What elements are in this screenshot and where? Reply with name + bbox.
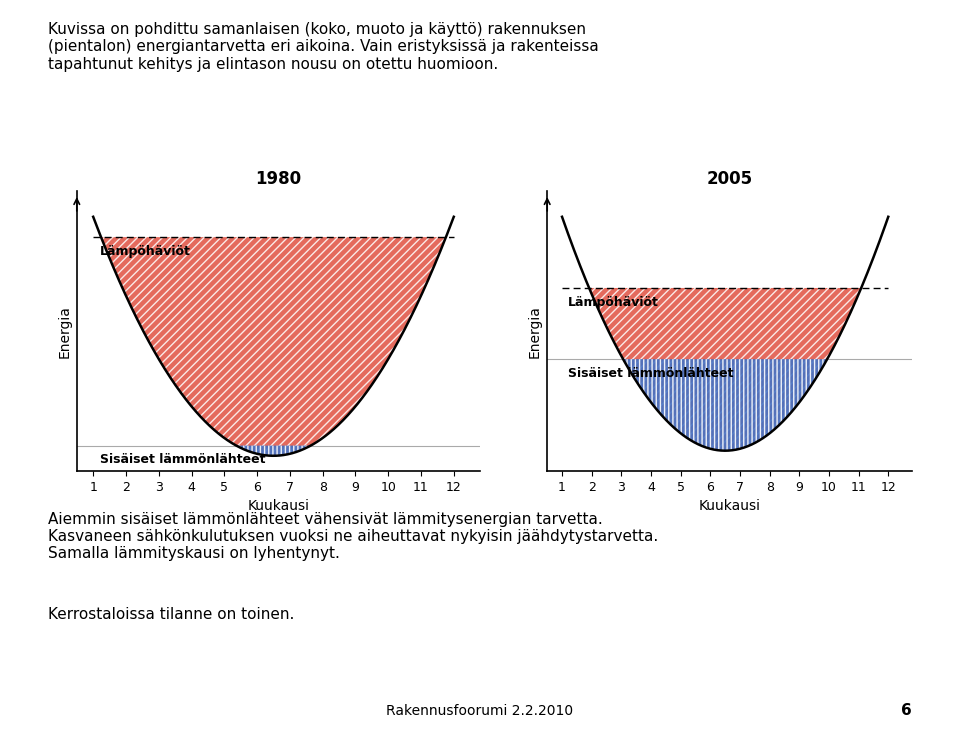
- Title: 1980: 1980: [255, 171, 301, 188]
- Text: Lämpöhäviöt: Lämpöhäviöt: [100, 245, 191, 258]
- Text: Sisäiset lämmönlähteet: Sisäiset lämmönlähteet: [568, 367, 733, 380]
- X-axis label: Kuukausi: Kuukausi: [248, 499, 309, 513]
- Text: Aiemmin sisäiset lämmönlähteet vähensivät lämmitysenergian tarvetta.
Kasvaneen s: Aiemmin sisäiset lämmönlähteet vähensivä…: [48, 512, 659, 562]
- Text: 6: 6: [901, 703, 912, 718]
- X-axis label: Kuukausi: Kuukausi: [699, 499, 760, 513]
- Title: 2005: 2005: [707, 171, 753, 188]
- Text: Kerrostaloissa tilanne on toinen.: Kerrostaloissa tilanne on toinen.: [48, 607, 295, 622]
- Text: Lämpöhäviöt: Lämpöhäviöt: [568, 296, 659, 308]
- Text: Sisäiset lämmönlähteet: Sisäiset lämmönlähteet: [100, 453, 265, 466]
- Y-axis label: Energia: Energia: [58, 305, 71, 358]
- Text: Rakennusfoorumi 2.2.2010: Rakennusfoorumi 2.2.2010: [387, 704, 573, 718]
- Y-axis label: Energia: Energia: [528, 305, 541, 358]
- Text: Kuvissa on pohdittu samanlaisen (koko, muoto ja käyttö) rakennuksen
(pientalon) : Kuvissa on pohdittu samanlaisen (koko, m…: [48, 22, 599, 72]
